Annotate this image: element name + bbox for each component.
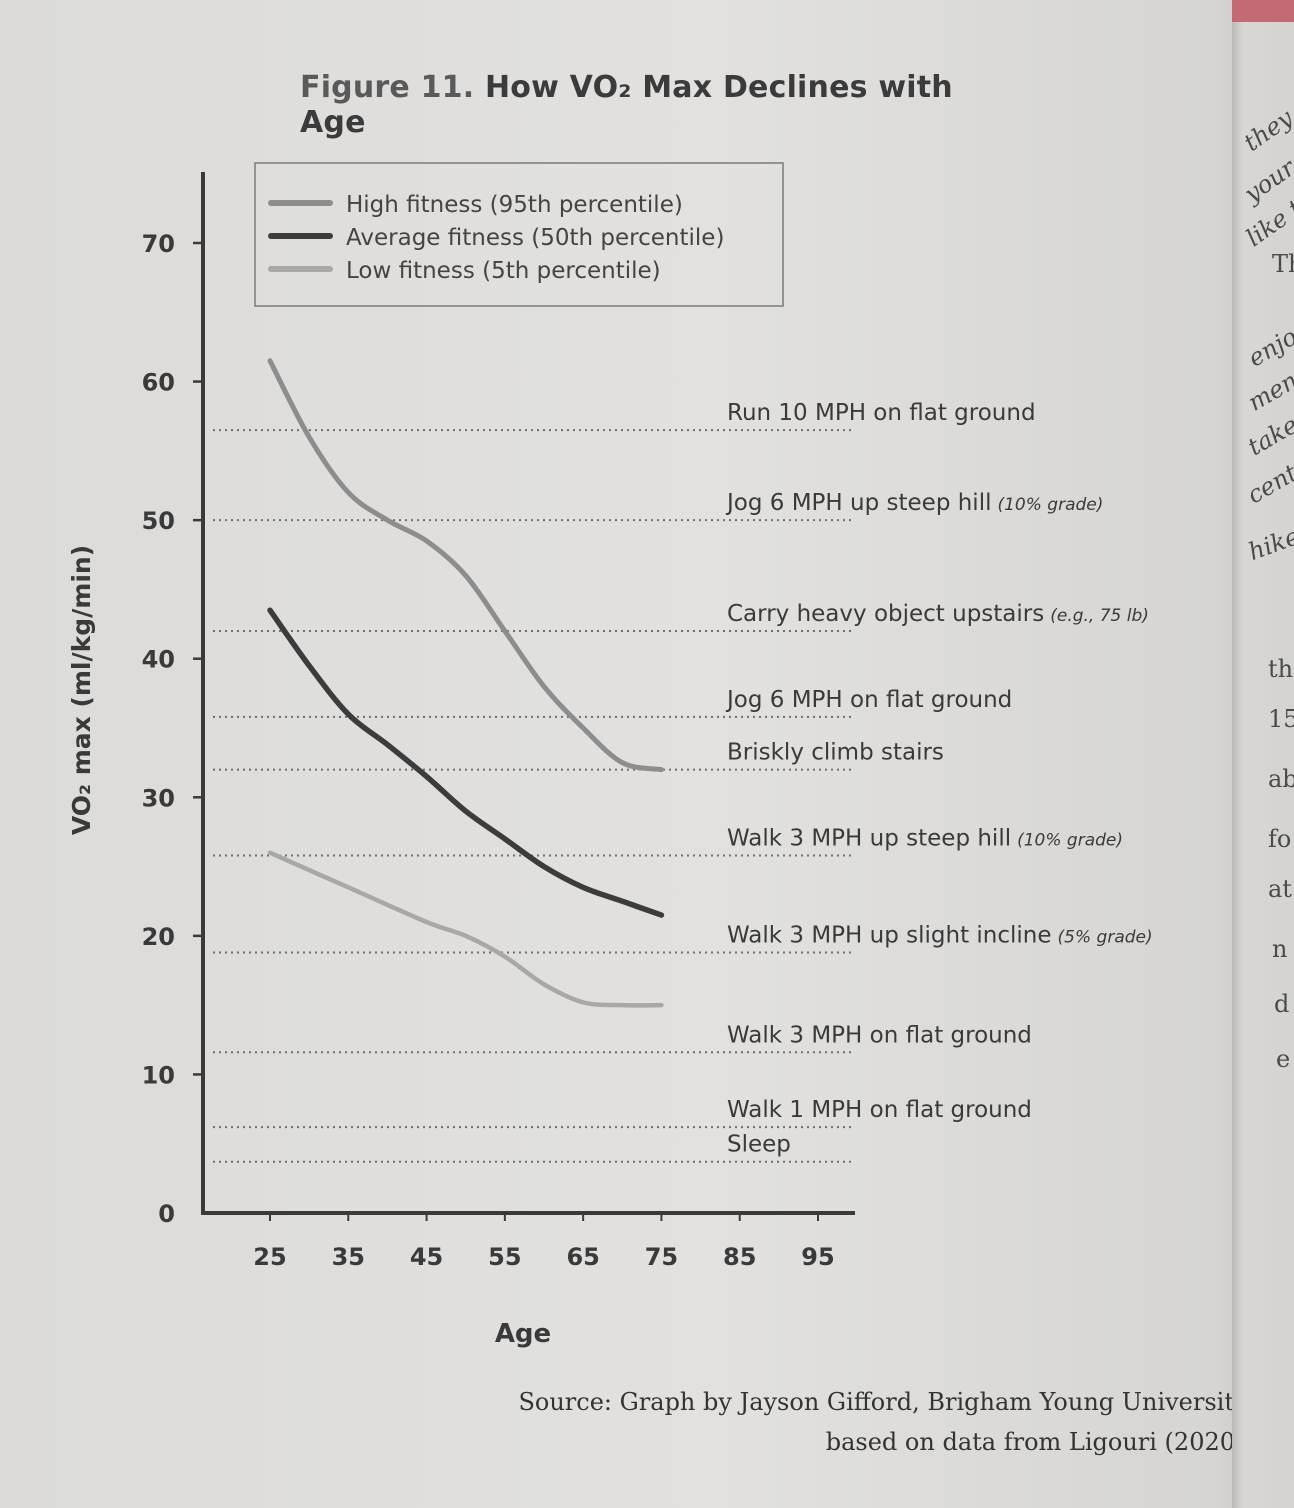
figure-title-text: How VO₂ Max Declines with Age	[300, 70, 953, 140]
activity-label: Sleep	[727, 1132, 791, 1158]
activity-label: Carry heavy object upstairs (e.g., 75 lb)	[727, 601, 1149, 627]
facing-page-text: Th	[1272, 250, 1294, 278]
activity-label-main: Carry heavy object upstairs	[727, 601, 1044, 627]
facing-page-text: d	[1274, 990, 1290, 1018]
activity-label: Run 10 MPH on flat ground	[727, 400, 1036, 426]
axes: 0 10 20 30 40 50 60 70 25 35 45 55 65 75 85 95 Age VO₂ ma…	[67, 172, 855, 1349]
facing-page-text: ment	[1243, 361, 1294, 417]
legend-entry: Low fitness (5th percentile)	[346, 258, 661, 284]
facing-page-text: take.	[1243, 406, 1294, 462]
facing-page-text: cent	[1242, 458, 1294, 510]
activity-label-main: Walk 1 MPH on flat ground	[727, 1097, 1032, 1123]
y-tick-label: 20	[142, 923, 175, 951]
activity-reference-lines	[213, 429, 855, 1163]
activity-label: Jog 6 MPH up steep hill (10% grade)	[725, 490, 1103, 516]
activity-labels: Run 10 MPH on flat ground Jog 6 MPH up st…	[725, 400, 1153, 1158]
figure-title: Figure 11. How VO₂ Max Declines with Age	[300, 70, 1000, 140]
legend: High fitness (95th percentile) Average fi…	[254, 162, 784, 307]
x-tick-label: 65	[566, 1243, 599, 1271]
y-tick-label: 30	[142, 784, 175, 812]
facing-page-text: 15	[1268, 705, 1294, 733]
facing-page-text: enjoy	[1243, 315, 1294, 373]
activity-label: Briskly climb stairs	[727, 740, 944, 766]
figure-number: Figure 11.	[300, 70, 475, 105]
facing-page-text: n	[1272, 935, 1288, 963]
activity-label-main: Run 10 MPH on flat ground	[727, 400, 1036, 426]
activity-label-main: Jog 6 MPH up steep hill	[725, 490, 991, 516]
activity-label-main: Walk 3 MPH up steep hill	[727, 825, 1011, 851]
x-tick-label: 95	[801, 1243, 834, 1271]
y-tick-label: 50	[142, 507, 175, 535]
activity-label: Walk 3 MPH up steep hill (10% grade)	[727, 825, 1123, 851]
y-tick-label: 70	[142, 230, 175, 258]
high-fitness-line	[267, 358, 664, 773]
activity-label: Walk 1 MPH on flat ground	[727, 1097, 1032, 1123]
facing-page-text: they a	[1238, 91, 1294, 157]
facing-page-text: at	[1268, 875, 1292, 903]
x-tick-label: 55	[488, 1243, 521, 1271]
page-edge-marker	[1232, 0, 1294, 22]
activity-label-main: Sleep	[727, 1132, 791, 1158]
low-fitness-line	[267, 850, 664, 1008]
facing-page-text: e	[1276, 1045, 1291, 1073]
y-tick-label: 60	[142, 369, 175, 397]
activity-label-note: (e.g., 75 lb)	[1050, 606, 1149, 626]
activity-label-main: Walk 3 MPH up slight incline	[727, 922, 1052, 948]
activity-label: Walk 3 MPH on flat ground	[727, 1022, 1032, 1048]
activity-label-note: (10% grade)	[997, 495, 1103, 515]
legend-entry: Average fitness (50th percentile)	[346, 225, 724, 251]
legend-box	[254, 162, 784, 307]
series-lines	[267, 358, 665, 1008]
activity-label: Walk 3 MPH up slight incline (5% grade)	[727, 922, 1153, 948]
activity-label: Jog 6 MPH on flat ground	[725, 687, 1012, 713]
x-tick-label: 25	[253, 1243, 286, 1271]
x-axis-label: Age	[495, 1319, 551, 1349]
x-tick-label: 75	[645, 1243, 678, 1271]
source-note: Source: Graph by Jayson Gifford, Brigham…	[492, 1382, 1252, 1462]
activity-label-note: (10% grade)	[1017, 830, 1123, 850]
source-line-1: Source: Graph by Jayson Gifford, Brigham…	[518, 1388, 1252, 1416]
activity-label-note: (5% grade)	[1058, 927, 1153, 947]
x-tick-label: 85	[723, 1243, 756, 1271]
average-fitness-line	[267, 607, 665, 918]
facing-page-text: hike	[1244, 521, 1294, 567]
y-tick-label: 10	[142, 1061, 175, 1089]
facing-page-text: fo	[1268, 825, 1292, 853]
facing-page-text: tha	[1268, 655, 1294, 683]
activity-label-main: Walk 3 MPH on flat ground	[727, 1022, 1032, 1048]
y-axis-label: VO₂ max (ml/kg/min)	[67, 545, 96, 835]
activity-label-main: Jog 6 MPH on flat ground	[725, 687, 1012, 713]
facing-page-text: ab	[1268, 765, 1294, 793]
source-line-2: based on data from Ligouri (2020).	[825, 1428, 1252, 1456]
activity-label-main: Briskly climb stairs	[727, 740, 944, 766]
x-tick-label: 45	[410, 1243, 443, 1271]
legend-entry: High fitness (95th percentile)	[346, 192, 683, 218]
x-tick-label: 35	[332, 1243, 365, 1271]
y-tick-label: 0	[158, 1200, 175, 1228]
y-tick-label: 40	[142, 646, 175, 674]
